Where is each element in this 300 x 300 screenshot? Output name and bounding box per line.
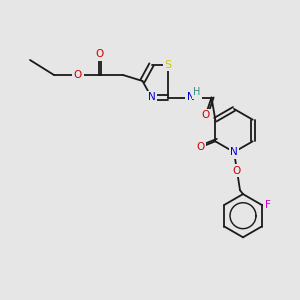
Text: O: O — [233, 166, 241, 176]
Text: N: N — [187, 92, 194, 103]
Text: N: N — [230, 147, 238, 157]
Text: O: O — [196, 142, 204, 152]
Text: S: S — [164, 59, 172, 70]
Text: O: O — [201, 110, 210, 121]
Text: H: H — [194, 87, 201, 97]
Text: O: O — [95, 49, 103, 59]
Text: N: N — [148, 92, 155, 103]
Text: F: F — [265, 200, 271, 210]
Text: O: O — [74, 70, 82, 80]
